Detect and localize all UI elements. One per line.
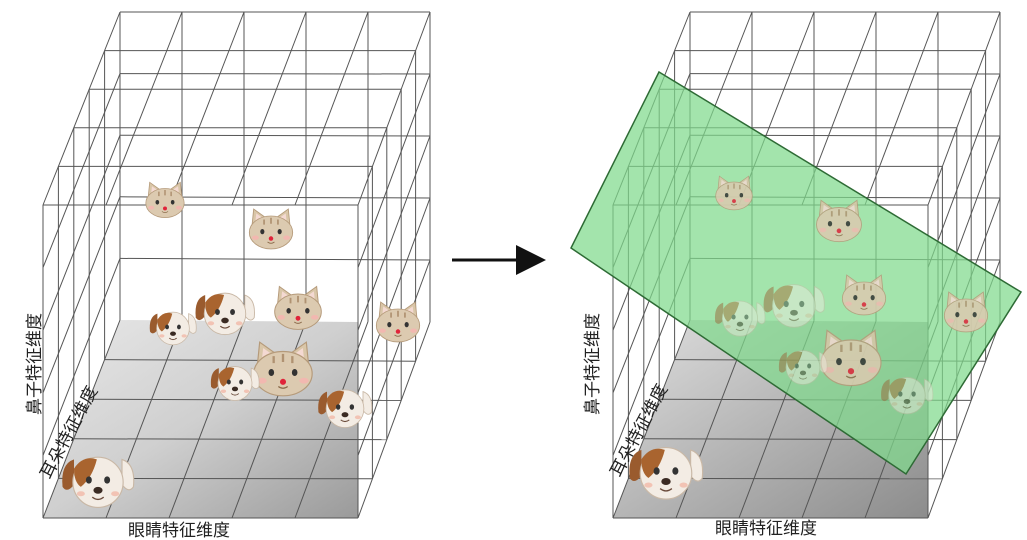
y-axis-label: 鼻子特征维度 [25, 313, 45, 415]
cat-face-icon [248, 208, 294, 250]
x-axis-label: 眼睛特征维度 [128, 521, 230, 540]
y-axis-label: 鼻子特征维度 [583, 313, 603, 415]
cat-face-icon [273, 285, 323, 331]
right-panel: 眼睛特征维度 鼻子特征维度 耳朵特征维度 [570, 11, 1023, 539]
left-panel: 眼睛特征维度 鼻子特征维度 耳朵特征维度 [25, 11, 431, 540]
cat-face-icon [145, 181, 185, 219]
separating-plane [570, 70, 1023, 476]
grid-box [42, 11, 431, 519]
x-axis-label: 眼睛特征维度 [715, 519, 817, 539]
cat-face-icon [375, 301, 421, 343]
